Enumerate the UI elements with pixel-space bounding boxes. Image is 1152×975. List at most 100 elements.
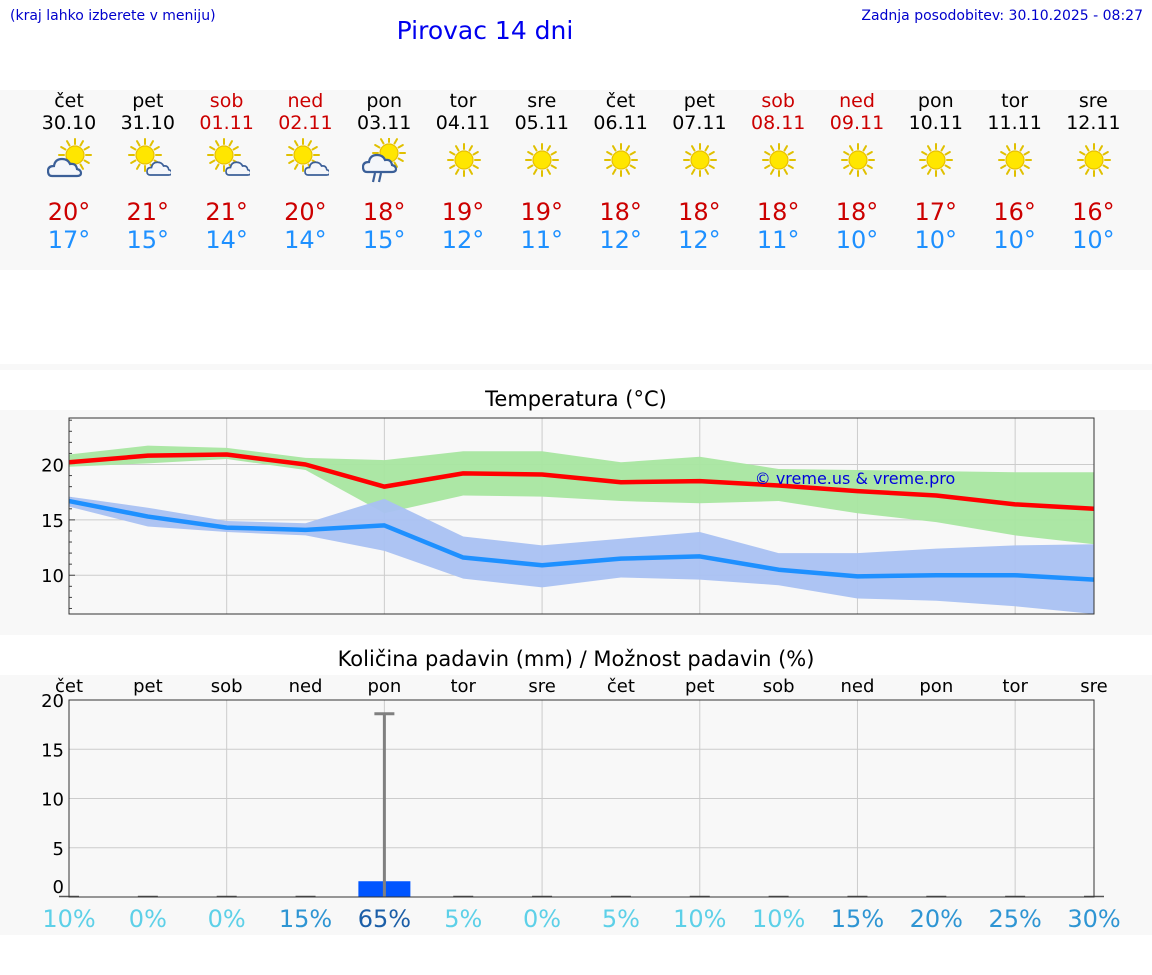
sun-ray	[373, 144, 381, 149]
forecast-min-temp: 11°	[520, 226, 564, 254]
sun-ray	[397, 144, 404, 149]
precip-probability: 65%	[358, 905, 411, 933]
sun-ray	[1023, 151, 1030, 156]
sun-cloud-icon	[46, 138, 92, 178]
x-tick-label: čet	[55, 676, 83, 697]
forecast-day-name: sre	[1078, 90, 1108, 112]
separator-band	[0, 364, 1152, 370]
sun-ray	[769, 145, 775, 152]
sun-ray	[606, 151, 613, 156]
precip-probability: 5%	[444, 905, 482, 933]
temperature-chart-title: Temperatura (°C)	[485, 387, 667, 411]
forecast-day-name: čet	[54, 90, 84, 112]
x-tick-label: ned	[289, 676, 323, 697]
precip-probability: 0%	[523, 905, 561, 933]
forecast-max-temp: 18°	[362, 198, 406, 226]
forecast-max-temp: 21°	[205, 198, 248, 226]
forecast-max-temp: 18°	[599, 198, 642, 226]
y-tick-label: 15	[41, 740, 64, 761]
sun-ray	[708, 164, 715, 169]
forecast-day-name: ned	[839, 90, 875, 112]
precip-probability: 25%	[988, 905, 1041, 933]
rain-drop	[377, 172, 382, 183]
forecast-day-name: tor	[449, 90, 477, 112]
sun-ray	[940, 168, 946, 175]
cloud-outline	[46, 157, 82, 178]
sun-ray	[1006, 168, 1011, 175]
sun-ray	[921, 151, 928, 156]
forecast-max-temp: 18°	[678, 198, 721, 226]
sun-ray	[862, 145, 867, 152]
sun-ray	[940, 145, 946, 152]
cloud-outline	[225, 161, 251, 176]
sun-ray	[629, 151, 636, 156]
sun-ray	[944, 164, 952, 169]
forecast-min-temp: 10°	[835, 226, 879, 254]
sun-ray	[927, 145, 932, 152]
sun-shape	[919, 143, 954, 177]
sun-ray	[215, 163, 220, 170]
sun-ray	[468, 145, 473, 152]
sun-ray	[550, 151, 558, 156]
sun-ray	[763, 151, 771, 156]
x-tick-label: pon	[919, 676, 953, 697]
sun-ray	[685, 151, 692, 156]
precip-probability: 10%	[752, 905, 805, 933]
sun-ray	[1006, 145, 1011, 152]
sun-icon	[840, 143, 875, 177]
temperature-chart: 10 15 20 © vreme.us & vreme.pro	[41, 417, 1095, 615]
sun-ray	[690, 145, 696, 152]
sun-ray	[612, 145, 617, 152]
forecast-day-name: ned	[287, 90, 324, 112]
x-tick-label: ned	[841, 676, 875, 697]
sun-ray	[83, 159, 90, 164]
sun-disc	[611, 150, 631, 170]
sun-ray	[1084, 145, 1090, 152]
forecast-max-temp: 19°	[441, 198, 485, 226]
cloud-shape	[46, 157, 82, 178]
y-tick-label: 10	[41, 566, 64, 587]
forecast-max-temp: 20°	[284, 198, 327, 226]
forecast-day-date: 09.11	[829, 112, 885, 134]
forecast-min-temp: 10°	[1072, 226, 1115, 254]
sun-small-cloud-icon	[128, 138, 172, 176]
sun-ray	[1084, 168, 1090, 175]
sun-icon	[1076, 143, 1111, 177]
sun-shape	[761, 143, 796, 177]
min-temp-line	[68, 498, 1095, 582]
sun-ray	[625, 168, 631, 175]
precip-probability: 0%	[129, 905, 167, 933]
forecast-day-date: 05.11	[514, 112, 569, 134]
sun-ray	[288, 146, 295, 151]
last-updated: Zadnja posodobitev: 30.10.2025 - 08:27	[861, 8, 1143, 24]
min-temp-band	[69, 496, 1094, 614]
forecast-day-date: 01.11	[199, 112, 254, 134]
sun-ray	[690, 168, 696, 175]
sun-ray	[783, 168, 788, 175]
sun-ray	[232, 146, 239, 151]
precip-error-bar	[374, 712, 395, 897]
sun-ray	[1000, 164, 1007, 169]
sun-ray	[293, 163, 299, 170]
sun-ray	[783, 145, 788, 152]
sun-ray	[149, 140, 155, 147]
forecast-min-temp: 10°	[993, 226, 1036, 254]
sun-ray	[1079, 164, 1086, 169]
sun-ray	[787, 151, 794, 156]
sun-ray	[1079, 151, 1086, 156]
forecast-min-temp: 17°	[47, 226, 91, 254]
sun-ray	[763, 164, 771, 169]
sun-icon	[525, 143, 560, 177]
y-tick-label: 10	[41, 790, 64, 811]
plot-frame	[68, 417, 1095, 615]
sun-disc	[1005, 150, 1025, 170]
sun-small-cloud-icon	[207, 138, 251, 176]
sun-icon	[761, 143, 796, 177]
sun-ray	[468, 168, 473, 175]
forecast-day-name: sre	[527, 90, 557, 112]
sun-ray	[842, 164, 849, 169]
watermark: © vreme.us & vreme.pro	[755, 469, 956, 488]
forecast-min-temp: 12°	[599, 226, 642, 254]
sun-ray	[1098, 168, 1103, 175]
sun-ray	[1102, 151, 1109, 156]
